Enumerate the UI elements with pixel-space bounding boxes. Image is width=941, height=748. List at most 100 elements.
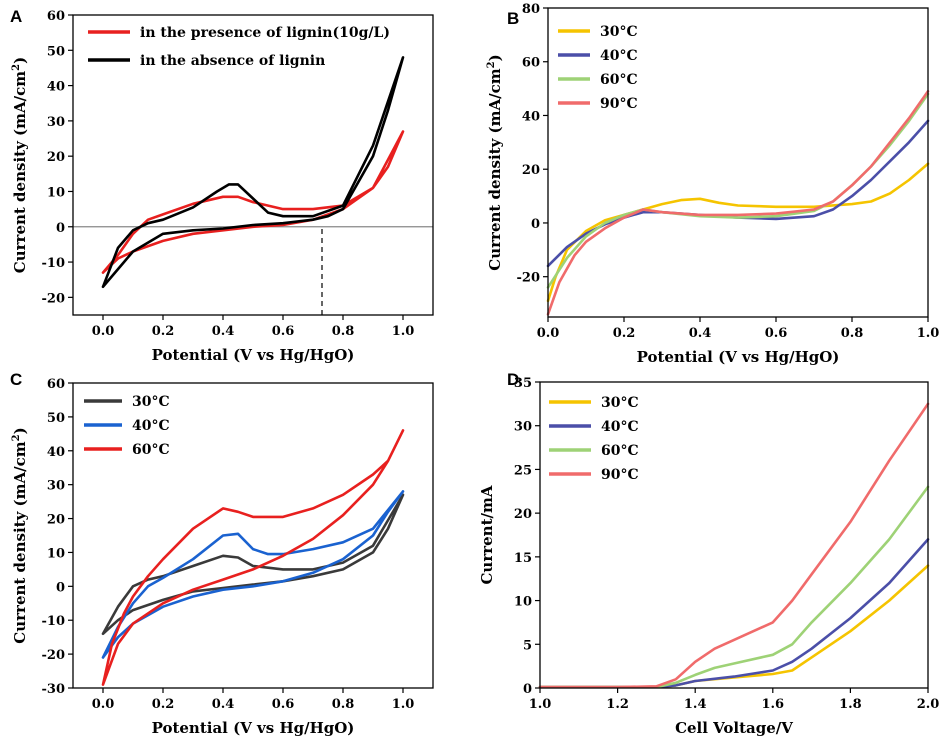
y-tick-label: 30 <box>514 420 532 435</box>
x-tick-label: 0.0 <box>92 697 115 712</box>
legend-label: 30°C <box>600 24 638 40</box>
x-tick-label: 0.6 <box>765 326 788 341</box>
x-tick-label: 1.0 <box>917 326 940 341</box>
series-line-1 <box>101 130 405 274</box>
y-tick-label: 0 <box>523 682 532 697</box>
y-tick-label: 60 <box>47 9 65 24</box>
series-line-1 <box>538 564 930 689</box>
panel-label: C <box>10 370 22 389</box>
legend-label: in the presence of lignin(10g/L) <box>140 25 390 41</box>
chart-panel-d: D 1.0 1.2 1.4 1.6 1.8 2.0 0 5 10 15 20 25 30 35 Cell Vo… <box>478 370 939 737</box>
y-tick-label: 40 <box>47 445 65 460</box>
y-tick-label: 20 <box>47 150 65 165</box>
panel-label: B <box>507 9 519 28</box>
y-tick-label: 40 <box>522 109 540 124</box>
y-tick-label: 80 <box>522 2 540 17</box>
y-tick-label: 0 <box>56 221 65 236</box>
series-line-2 <box>546 119 930 268</box>
y-tick-label: 10 <box>47 185 65 200</box>
y-tick-label: 10 <box>47 546 65 561</box>
y-tick-label: 25 <box>514 463 532 478</box>
series-line-2 <box>101 490 405 659</box>
legend-label: in the absence of lignin <box>140 53 325 69</box>
plot-frame <box>72 382 434 689</box>
y-axis-label: Current/mA <box>478 485 496 584</box>
x-tick-label: 0.4 <box>212 324 235 339</box>
legend-label: 30°C <box>601 395 639 411</box>
x-axis-label: Potential (V vs Hg/HgO) <box>152 719 355 737</box>
x-tick-label: 0.8 <box>332 697 355 712</box>
x-tick-label: 0.2 <box>152 697 175 712</box>
x-tick-label: 0.0 <box>92 324 115 339</box>
x-tick-label: 0.8 <box>841 326 864 341</box>
x-tick-label: 1.0 <box>529 697 552 712</box>
y-tick-label: 35 <box>514 376 532 391</box>
x-tick-label: 2.0 <box>917 697 940 712</box>
chart-panel-c: C 0.0 0.2 0.4 0.6 0.8 1.0 -30 -20 -10 0 10 20 30 40 50 6… <box>10 370 434 737</box>
y-tick-label: 40 <box>47 80 65 95</box>
y-tick-label: 20 <box>514 507 532 522</box>
x-axis-label: Potential (V vs Hg/HgO) <box>152 346 355 364</box>
y-tick-label: 5 <box>523 638 532 653</box>
series-line-3 <box>546 92 930 289</box>
series-line-4 <box>538 402 930 689</box>
chart-panel-a: A 0.0 0.2 0.4 0.6 0.8 1.0 -20 -10 0 10 20 30 40 50 60 Po… <box>10 7 434 364</box>
x-tick-label: 0.0 <box>537 326 560 341</box>
legend-label: 60°C <box>601 443 639 459</box>
legend-label: 40°C <box>601 419 639 435</box>
x-tick-label: 1.8 <box>839 697 862 712</box>
series-line-4 <box>546 90 930 316</box>
y-tick-label: 60 <box>522 56 540 71</box>
x-tick-label: 1.0 <box>392 697 415 712</box>
plot-frame <box>539 381 929 689</box>
y-tick-label: -10 <box>42 614 66 629</box>
legend-label: 90°C <box>600 96 638 112</box>
x-tick-label: 0.2 <box>152 324 175 339</box>
x-tick-label: 0.8 <box>332 324 355 339</box>
legend-label: 40°C <box>132 418 170 434</box>
series-line-3 <box>101 429 405 686</box>
legend-label: 90°C <box>601 467 639 483</box>
chart-panel-b: B 0.0 0.2 0.4 0.6 0.8 1.0 -20 0 20 40 60 80 Potential… <box>486 2 939 366</box>
y-tick-label: -10 <box>42 256 66 271</box>
y-axis-label: Current density (mA/cm2) <box>486 54 504 270</box>
x-tick-label: 0.6 <box>272 324 295 339</box>
y-tick-label: 15 <box>514 551 532 566</box>
x-tick-label: 1.2 <box>606 697 629 712</box>
x-tick-label: 0.4 <box>689 326 712 341</box>
y-tick-label: -30 <box>42 682 66 697</box>
x-axis-label: Potential (V vs Hg/HgO) <box>637 348 840 366</box>
y-tick-label: 50 <box>47 411 65 426</box>
plot-frame <box>547 7 929 318</box>
y-tick-label: 0 <box>531 217 540 232</box>
y-tick-label: 0 <box>56 580 65 595</box>
x-axis-label: Cell Voltage/V <box>675 719 793 737</box>
y-tick-label: -20 <box>42 291 66 306</box>
y-tick-label: 30 <box>47 479 65 494</box>
x-tick-label: 1.4 <box>684 697 707 712</box>
series-line-2 <box>101 56 405 289</box>
y-axis-label: Current density (mA/cm2) <box>11 427 29 643</box>
y-tick-label: -20 <box>42 648 66 663</box>
panel-label: D <box>507 370 519 389</box>
y-tick-label: 10 <box>514 595 532 610</box>
y-axis-label: Current density (mA/cm2) <box>11 57 29 273</box>
legend-label: 60°C <box>600 72 638 88</box>
x-tick-label: 0.4 <box>212 697 235 712</box>
panel-label: A <box>10 7 22 26</box>
legend-label: 30°C <box>132 394 170 410</box>
x-tick-label: 0.2 <box>613 326 636 341</box>
series-line-1 <box>546 162 930 303</box>
legend-label: 60°C <box>132 442 170 458</box>
legend-label: 40°C <box>600 48 638 64</box>
y-tick-label: 20 <box>522 163 540 178</box>
x-tick-label: 1.0 <box>392 324 415 339</box>
y-tick-label: 30 <box>47 115 65 130</box>
y-tick-label: 50 <box>47 44 65 59</box>
series-line-3 <box>538 485 930 689</box>
y-tick-label: 20 <box>47 513 65 528</box>
plot-frame <box>72 14 434 316</box>
y-tick-label: 60 <box>47 377 65 392</box>
x-tick-label: 0.6 <box>272 697 295 712</box>
